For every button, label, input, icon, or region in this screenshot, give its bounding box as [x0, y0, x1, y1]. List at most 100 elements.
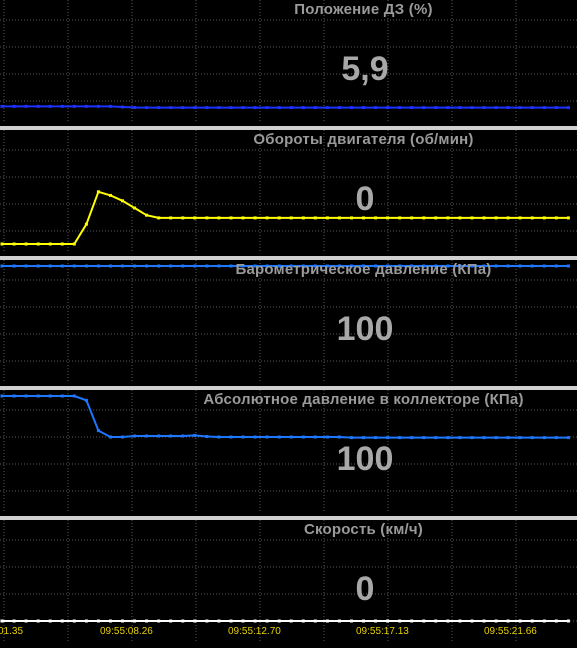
data-point — [265, 619, 269, 623]
data-point — [289, 619, 293, 623]
data-point — [133, 434, 137, 438]
data-point — [398, 264, 402, 268]
current-value-throttle: 5,9 — [341, 50, 389, 88]
data-point — [36, 264, 40, 268]
data-point — [277, 216, 281, 220]
data-point — [96, 429, 100, 433]
data-point — [84, 619, 88, 623]
data-point — [217, 216, 221, 220]
current-value-map: 100 — [336, 440, 394, 478]
data-point — [60, 394, 64, 398]
data-point — [325, 264, 329, 268]
data-point — [566, 106, 570, 110]
data-point — [109, 435, 112, 439]
data-point — [301, 216, 305, 220]
data-point — [48, 619, 52, 623]
data-point — [325, 216, 329, 220]
data-point — [145, 619, 149, 623]
data-point — [506, 264, 510, 268]
data-point — [530, 436, 534, 440]
data-point — [374, 436, 378, 440]
panel-title-map: Абсолютное давление в коллекторе (КПа) — [203, 391, 524, 408]
data-point — [157, 434, 161, 438]
chart-grid-speed — [0, 520, 577, 642]
data-point — [12, 104, 16, 108]
data-point — [96, 264, 100, 268]
data-point — [374, 264, 378, 268]
data-point — [253, 264, 257, 268]
data-point — [24, 619, 28, 623]
data-point — [145, 106, 149, 110]
data-point — [482, 216, 486, 220]
data-point — [301, 264, 305, 268]
series-line — [2, 395, 569, 439]
data-point — [253, 435, 257, 439]
data-point — [398, 436, 402, 440]
data-point — [554, 264, 558, 268]
data-point — [446, 106, 450, 110]
data-point — [277, 435, 281, 439]
data-point — [434, 619, 438, 623]
data-point — [265, 216, 269, 220]
data-point — [96, 104, 100, 108]
data-point — [398, 106, 402, 110]
data-point — [506, 216, 510, 220]
data-point — [0, 619, 4, 623]
panel-barometric-pressure: Барометрическое давление (КПа) 100 — [0, 260, 577, 382]
data-point — [48, 104, 52, 108]
data-point — [229, 435, 233, 439]
data-point — [121, 435, 124, 439]
data-point — [494, 264, 498, 268]
data-point — [482, 264, 486, 268]
data-point — [470, 264, 474, 268]
data-point — [60, 619, 64, 623]
data-point — [181, 264, 185, 268]
data-point — [229, 216, 233, 220]
data-point — [84, 104, 88, 108]
data-point — [518, 619, 522, 623]
data-point — [506, 436, 510, 440]
data-point — [12, 394, 16, 398]
data-point — [554, 216, 558, 220]
data-point — [181, 434, 185, 438]
data-point — [362, 216, 365, 220]
current-value-speed: 0 — [355, 570, 375, 608]
data-point — [133, 106, 137, 109]
data-point — [325, 435, 329, 439]
data-point — [458, 106, 462, 110]
data-point — [193, 106, 197, 110]
data-point — [169, 216, 173, 220]
data-point — [494, 619, 498, 623]
data-point — [482, 106, 486, 110]
data-point — [337, 264, 341, 268]
data-point — [398, 216, 402, 220]
data-point — [133, 619, 137, 623]
series-line — [2, 105, 569, 109]
data-point — [434, 216, 438, 220]
current-value-rpm: 0 — [355, 180, 375, 218]
panel-engine-rpm: Обороты двигателя (об/мин) 0 — [0, 130, 577, 252]
data-point — [482, 436, 486, 440]
data-point — [157, 106, 161, 110]
data-point — [410, 619, 414, 623]
data-point — [253, 619, 257, 623]
data-point — [229, 264, 233, 268]
data-point — [518, 216, 522, 220]
data-point — [217, 435, 221, 439]
data-point — [446, 216, 450, 220]
data-point — [289, 106, 293, 110]
panel-throttle-position: Положение ДЗ (%) 5,9 — [0, 0, 577, 122]
data-point — [121, 264, 124, 268]
chart-grid-baro — [0, 260, 577, 382]
data-point — [265, 106, 269, 110]
data-point — [313, 619, 317, 623]
data-point — [241, 106, 245, 110]
data-point — [205, 619, 209, 623]
data-point — [301, 619, 305, 623]
data-point — [374, 216, 378, 220]
data-point — [12, 264, 16, 268]
data-point — [350, 436, 353, 440]
data-point — [350, 216, 353, 220]
data-point — [458, 216, 462, 220]
data-point — [554, 619, 558, 623]
